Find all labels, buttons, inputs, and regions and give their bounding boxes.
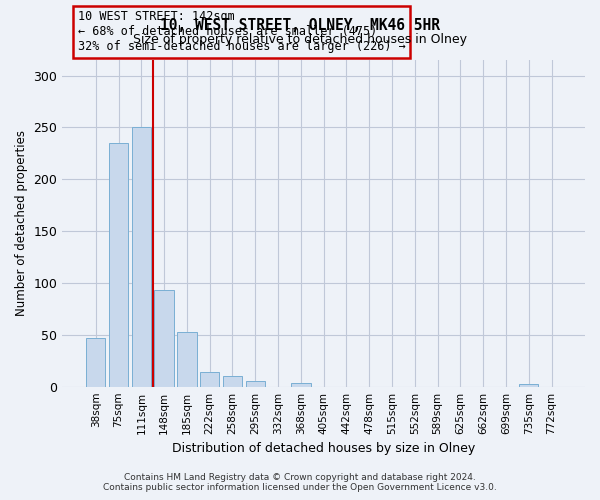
Bar <box>109 143 128 386</box>
Bar <box>245 382 265 386</box>
Bar <box>200 372 220 386</box>
Bar <box>223 376 242 386</box>
Bar <box>519 384 538 386</box>
Y-axis label: Number of detached properties: Number of detached properties <box>15 130 28 316</box>
Text: Contains HM Land Registry data © Crown copyright and database right 2024.
Contai: Contains HM Land Registry data © Crown c… <box>103 473 497 492</box>
Bar <box>86 338 106 386</box>
Bar <box>291 382 311 386</box>
Bar <box>177 332 197 386</box>
Text: 10 WEST STREET: 142sqm
← 68% of detached houses are smaller (475)
32% of semi-de: 10 WEST STREET: 142sqm ← 68% of detached… <box>78 10 406 54</box>
Bar <box>154 290 174 386</box>
Bar <box>131 128 151 386</box>
Text: 10, WEST STREET, OLNEY, MK46 5HR: 10, WEST STREET, OLNEY, MK46 5HR <box>160 18 440 32</box>
X-axis label: Distribution of detached houses by size in Olney: Distribution of detached houses by size … <box>172 442 475 455</box>
Text: Size of property relative to detached houses in Olney: Size of property relative to detached ho… <box>133 32 467 46</box>
